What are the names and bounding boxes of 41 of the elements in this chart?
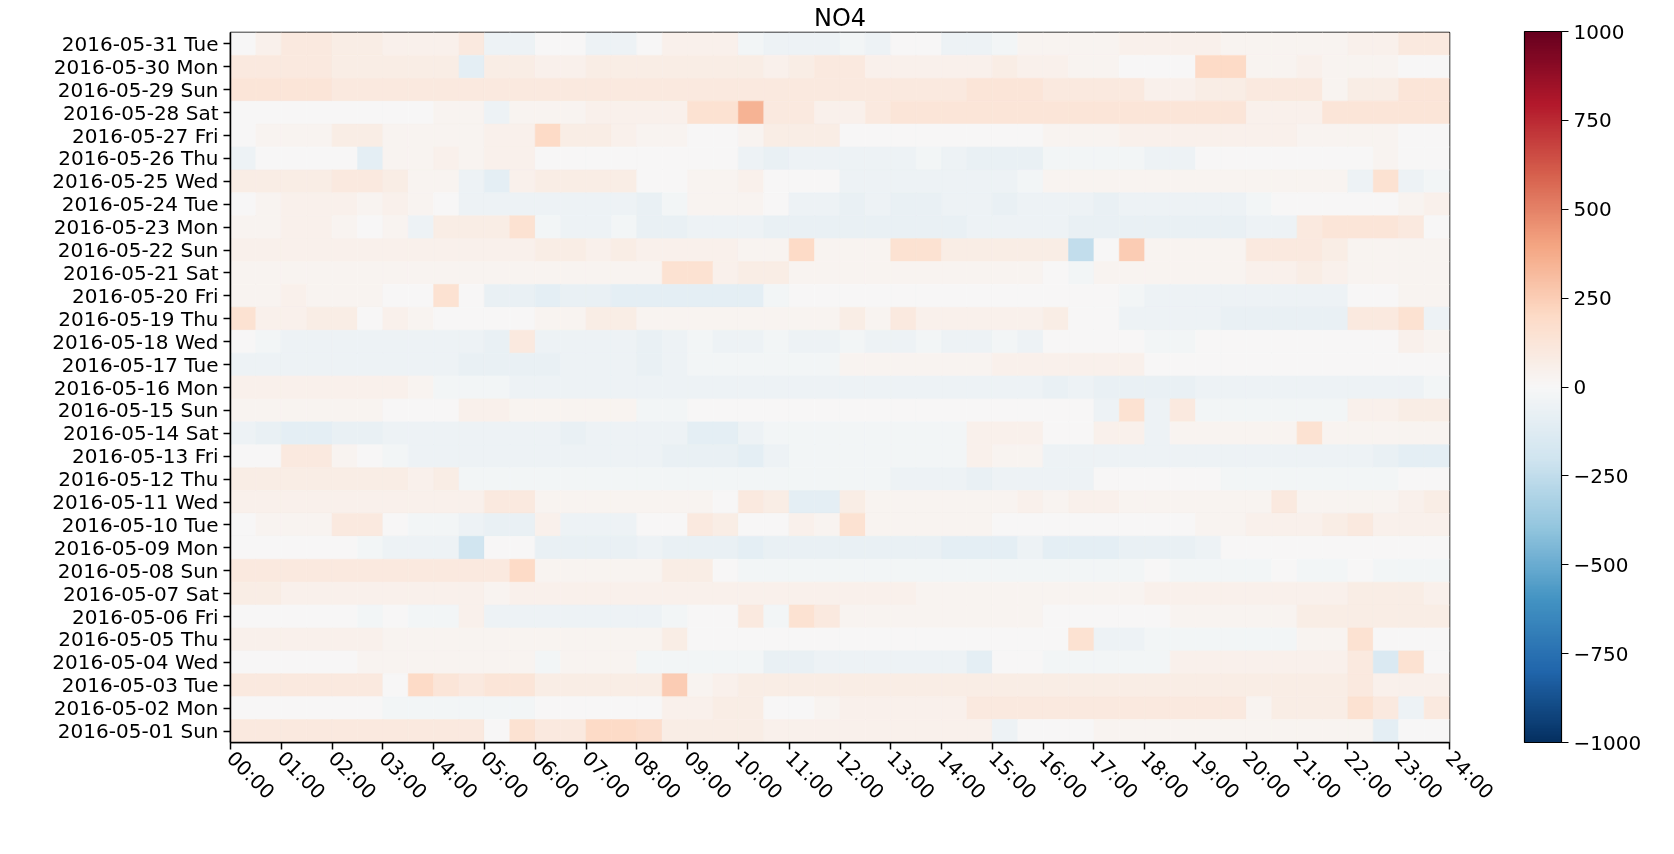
y-tick-label: 2016-05-08 Sun bbox=[57, 558, 219, 583]
y-tick-label: 2016-05-27 Fri bbox=[72, 123, 219, 148]
color-bar-label: −500 bbox=[1573, 552, 1629, 577]
y-tick-label: 2016-05-01 Sun bbox=[57, 719, 219, 744]
y-tick-label: 2016-05-10 Tue bbox=[61, 512, 219, 537]
y-tick-label: 2016-05-22 Sun bbox=[57, 238, 219, 263]
color-bar-label: −1000 bbox=[1573, 730, 1642, 755]
y-tick-label: 2016-05-25 Wed bbox=[52, 169, 219, 194]
y-tick-label: 2016-05-11 Wed bbox=[52, 490, 219, 515]
y-tick-label: 2016-05-16 Mon bbox=[53, 375, 219, 400]
y-tick-label: 2016-05-09 Mon bbox=[53, 535, 219, 560]
y-tick-label: 2016-05-29 Sun bbox=[57, 77, 219, 102]
y-tick-label: 2016-05-17 Tue bbox=[61, 352, 219, 377]
y-tick-label: 2016-05-07 Sat bbox=[63, 581, 219, 606]
y-tick-label: 2016-05-30 Mon bbox=[53, 54, 219, 79]
color-bar-label: 750 bbox=[1573, 108, 1612, 133]
color-bar-label: 500 bbox=[1573, 197, 1612, 222]
y-tick-label: 2016-05-14 Sat bbox=[63, 421, 219, 446]
y-tick-label: 2016-05-03 Tue bbox=[61, 673, 219, 698]
color-bar-label: −250 bbox=[1573, 463, 1629, 488]
y-tick-label: 2016-05-23 Mon bbox=[53, 215, 219, 240]
color-bar-label: −750 bbox=[1573, 641, 1629, 666]
y-tick-label: 2016-05-19 Thu bbox=[58, 306, 219, 331]
y-tick-label: 2016-05-06 Fri bbox=[72, 604, 219, 629]
y-tick-label: 2016-05-20 Fri bbox=[72, 283, 219, 308]
y-tick-label: 2016-05-02 Mon bbox=[53, 696, 219, 721]
y-tick-label: 2016-05-31 Tue bbox=[61, 31, 219, 56]
y-tick-label: 2016-05-18 Wed bbox=[52, 329, 219, 354]
y-tick-label: 2016-05-28 Sat bbox=[63, 100, 219, 125]
color-bar-label: 0 bbox=[1573, 375, 1587, 399]
y-tick-label: 2016-05-26 Thu bbox=[58, 146, 219, 171]
y-tick-label: 2016-05-21 Sat bbox=[63, 260, 219, 285]
y-tick-label: 2016-05-05 Thu bbox=[58, 627, 219, 652]
y-tick-label: 2016-05-12 Thu bbox=[58, 467, 219, 492]
y-tick-label: 2016-05-24 Tue bbox=[61, 192, 219, 217]
y-tick-label: 2016-05-04 Wed bbox=[52, 650, 219, 675]
y-tick-label: 2016-05-13 Fri bbox=[72, 444, 219, 469]
color-bar-label: 250 bbox=[1573, 286, 1612, 311]
chart-title: NO4 bbox=[813, 3, 867, 32]
color-bar-label: 1000 bbox=[1573, 19, 1625, 44]
y-tick-label: 2016-05-15 Sun bbox=[57, 398, 219, 423]
